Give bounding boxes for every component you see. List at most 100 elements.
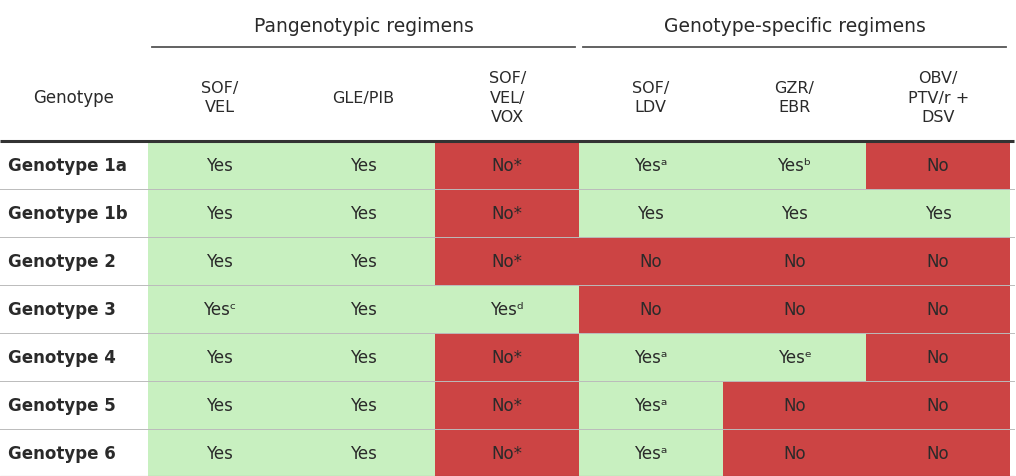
Text: Yes: Yes xyxy=(351,396,377,414)
Text: Yes: Yes xyxy=(206,396,234,414)
Bar xyxy=(722,189,867,238)
Text: No: No xyxy=(927,396,950,414)
Bar xyxy=(867,381,1010,429)
Bar xyxy=(148,381,292,429)
Text: No*: No* xyxy=(492,205,522,223)
Bar xyxy=(148,286,292,333)
Text: Yes: Yes xyxy=(351,348,377,366)
Text: Yesᶜ: Yesᶜ xyxy=(203,300,237,318)
Text: Genotype 5: Genotype 5 xyxy=(8,396,116,414)
Text: Yes: Yes xyxy=(206,348,234,366)
Text: GLE/PIB: GLE/PIB xyxy=(332,90,394,105)
Text: Yes: Yes xyxy=(781,205,808,223)
Bar xyxy=(867,286,1010,333)
Bar xyxy=(148,333,292,381)
Text: No*: No* xyxy=(492,444,522,462)
Text: Yes: Yes xyxy=(206,252,234,270)
Text: OBV/
PTV/r +
DSV: OBV/ PTV/r + DSV xyxy=(907,71,969,124)
Bar xyxy=(435,142,579,189)
Text: Yes: Yes xyxy=(351,205,377,223)
Text: No*: No* xyxy=(492,252,522,270)
Text: No: No xyxy=(927,444,950,462)
Bar xyxy=(292,381,435,429)
Bar xyxy=(292,189,435,238)
Text: Genotype 1a: Genotype 1a xyxy=(8,157,127,175)
Text: No: No xyxy=(927,157,950,175)
Text: Genotype: Genotype xyxy=(34,89,115,107)
Text: Yes: Yes xyxy=(637,205,664,223)
Text: GZR/
EBR: GZR/ EBR xyxy=(774,81,815,115)
Bar xyxy=(579,286,722,333)
Bar xyxy=(867,189,1010,238)
Bar xyxy=(148,429,292,476)
Bar xyxy=(435,381,579,429)
Text: No: No xyxy=(639,252,662,270)
Text: Yes: Yes xyxy=(351,300,377,318)
Bar xyxy=(579,333,722,381)
Bar xyxy=(867,238,1010,286)
Bar xyxy=(292,429,435,476)
Bar xyxy=(867,142,1010,189)
Bar xyxy=(579,142,722,189)
Text: Yesᵇ: Yesᵇ xyxy=(777,157,812,175)
Bar xyxy=(435,333,579,381)
Text: No: No xyxy=(783,444,806,462)
Text: Yes: Yes xyxy=(351,252,377,270)
Text: Yes: Yes xyxy=(206,205,234,223)
Bar xyxy=(722,381,867,429)
Text: Yesᵃ: Yesᵃ xyxy=(634,444,668,462)
Text: Genotype-specific regimens: Genotype-specific regimens xyxy=(663,18,926,37)
Text: No: No xyxy=(927,252,950,270)
Bar xyxy=(722,429,867,476)
Text: Genotype 4: Genotype 4 xyxy=(8,348,116,366)
Bar xyxy=(579,429,722,476)
Bar xyxy=(435,238,579,286)
Text: Yesᵈ: Yesᵈ xyxy=(491,300,524,318)
Bar xyxy=(292,333,435,381)
Text: Yesᵃ: Yesᵃ xyxy=(634,157,668,175)
Text: No: No xyxy=(639,300,662,318)
Text: Yes: Yes xyxy=(206,444,234,462)
Text: Yesᵃ: Yesᵃ xyxy=(634,396,668,414)
Text: Pangenotypic regimens: Pangenotypic regimens xyxy=(254,18,473,37)
Text: No: No xyxy=(783,252,806,270)
Text: No: No xyxy=(783,396,806,414)
Text: Genotype 2: Genotype 2 xyxy=(8,252,116,270)
Bar xyxy=(579,381,722,429)
Text: Yesᵉ: Yesᵉ xyxy=(777,348,812,366)
Text: Yesᵃ: Yesᵃ xyxy=(634,348,668,366)
Text: SOF/
VEL: SOF/ VEL xyxy=(201,81,239,115)
Bar xyxy=(722,333,867,381)
Text: Yes: Yes xyxy=(351,444,377,462)
Bar xyxy=(867,333,1010,381)
Text: Genotype 3: Genotype 3 xyxy=(8,300,116,318)
Bar xyxy=(435,189,579,238)
Bar xyxy=(148,142,292,189)
Text: No*: No* xyxy=(492,157,522,175)
Text: Yes: Yes xyxy=(206,157,234,175)
Bar xyxy=(435,429,579,476)
Text: No: No xyxy=(783,300,806,318)
Text: No*: No* xyxy=(492,348,522,366)
Bar xyxy=(148,189,292,238)
Text: Genotype 1b: Genotype 1b xyxy=(8,205,128,223)
Bar xyxy=(435,286,579,333)
Text: No: No xyxy=(927,348,950,366)
Bar xyxy=(579,238,722,286)
Bar xyxy=(292,238,435,286)
Bar xyxy=(722,238,867,286)
Bar xyxy=(292,142,435,189)
Bar xyxy=(579,189,722,238)
Bar xyxy=(722,142,867,189)
Text: Genotype 6: Genotype 6 xyxy=(8,444,116,462)
Text: Yes: Yes xyxy=(351,157,377,175)
Bar xyxy=(867,429,1010,476)
Text: SOF/
VEL/
VOX: SOF/ VEL/ VOX xyxy=(489,71,526,124)
Text: No*: No* xyxy=(492,396,522,414)
Bar xyxy=(292,286,435,333)
Text: No: No xyxy=(927,300,950,318)
Text: Yes: Yes xyxy=(925,205,952,223)
Bar xyxy=(722,286,867,333)
Text: SOF/
LDV: SOF/ LDV xyxy=(632,81,670,115)
Bar xyxy=(148,238,292,286)
